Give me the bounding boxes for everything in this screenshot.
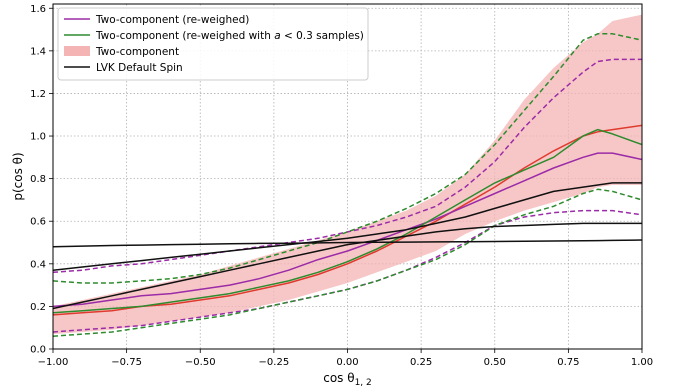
x-axis-label: cos θ1, 2: [323, 371, 372, 387]
x-tick-label: 0.00: [336, 357, 358, 368]
confidence-band: [53, 14, 642, 335]
series-line: [52, 188, 643, 337]
legend-label: Two-component (re-weighed): [95, 14, 249, 26]
y-tick-label: 0.6: [30, 217, 46, 228]
series-line: [52, 152, 643, 308]
series-lines: [52, 33, 643, 337]
y-tick-label: 1.2: [30, 89, 46, 100]
series-line: [52, 58, 642, 274]
legend: Two-component (re-weighed) Two-component …: [57, 7, 369, 81]
legend-swatch: [64, 46, 90, 56]
series-line: [52, 222, 642, 310]
y-tick-label: 1.0: [30, 132, 46, 143]
legend-label: LVK Default Spin: [96, 62, 183, 74]
x-tick-label: −1.00: [38, 357, 69, 368]
y-tick-label: 0.2: [30, 302, 46, 313]
x-tick-label: 0.25: [410, 357, 432, 368]
y-tick-label: 0.0: [30, 345, 46, 356]
y-axis-label: p(cos θ): [11, 152, 25, 200]
legend-items: Two-component (re-weighed) Two-component …: [64, 14, 364, 74]
legend-label: Two-component: [95, 46, 179, 58]
y-tick-label: 0.8: [30, 174, 46, 185]
legend-label: Two-component (re-weighed with a < 0.3 s…: [95, 30, 364, 42]
axis-ticks: −1.00 −0.75 −0.50 −0.25 0.00 0.25 0.50 0.75 1.00…: [30, 4, 653, 368]
series-line: [52, 182, 642, 271]
series-line: [52, 128, 643, 314]
x-tick-label: −0.75: [111, 357, 142, 368]
y-tick-label: 0.4: [30, 259, 46, 270]
x-tick-label: 0.75: [557, 357, 579, 368]
x-tick-label: 0.50: [484, 357, 506, 368]
y-tick-label: 1.4: [30, 46, 46, 57]
series-line: [52, 124, 643, 316]
series-line: [52, 33, 643, 284]
x-tick-label: 1.00: [631, 357, 653, 368]
band-area: [53, 14, 642, 335]
x-tick-label: −0.25: [259, 357, 290, 368]
legend-box: [57, 7, 369, 81]
y-tick-label: 1.6: [30, 4, 46, 15]
x-tick-label: −0.50: [185, 357, 216, 368]
